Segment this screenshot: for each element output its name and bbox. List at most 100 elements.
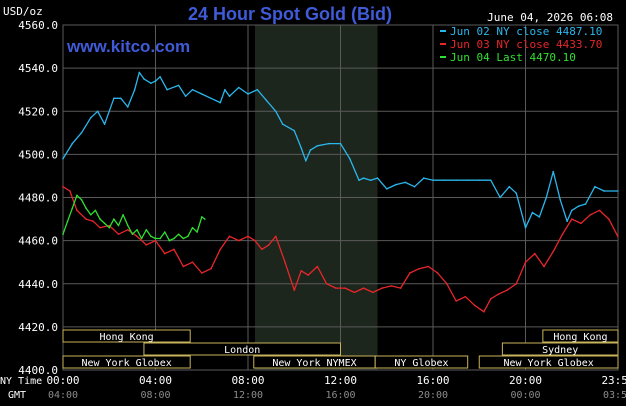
session-label: Hong Kong	[553, 332, 607, 343]
x-tick-label-gmt: 12:00	[233, 390, 263, 401]
series-point	[76, 209, 78, 212]
grid-layer	[62, 24, 619, 371]
legend-swatch-jun04	[440, 56, 446, 58]
series-point	[335, 287, 337, 289]
series-point	[131, 233, 134, 235]
series-point	[191, 261, 194, 263]
series-point	[177, 233, 180, 235]
gmt-axis-label: GMT	[8, 390, 26, 401]
series-point	[62, 185, 64, 188]
session-label: Hong Kong	[100, 332, 154, 343]
series-point	[362, 177, 365, 179]
series-point	[413, 185, 416, 188]
y-tick-label: 4400.0	[18, 364, 58, 377]
series-jun04-line	[62, 194, 206, 242]
series-point	[103, 222, 106, 225]
series-point	[473, 304, 476, 307]
series-point	[200, 272, 203, 274]
series-point	[446, 282, 448, 285]
chart-legend: Jun 02 NY close 4487.10 Jun 03 NY close …	[440, 25, 602, 64]
series-point	[483, 310, 485, 313]
series-point	[265, 99, 268, 102]
series-point	[163, 231, 166, 233]
series-point	[224, 88, 226, 91]
series-point	[237, 239, 240, 242]
x-tick-label-gmt: 00:00	[510, 390, 540, 401]
series-point	[92, 220, 94, 223]
series-point	[182, 237, 185, 240]
series-point	[344, 287, 346, 289]
x-tick-label-ny: 04:00	[139, 374, 172, 387]
series-point	[559, 198, 561, 201]
session-bar	[501, 342, 619, 356]
y-tick-label: 4480.0	[18, 192, 58, 205]
y-tick-label: 4540.0	[18, 62, 58, 75]
series-point	[616, 190, 619, 192]
series-point	[96, 110, 99, 113]
series-point	[126, 229, 129, 231]
series-point	[376, 177, 379, 179]
series-point	[136, 229, 138, 231]
x-tick-label-ny: 00:00	[46, 374, 79, 387]
series-point	[443, 179, 446, 182]
series-point	[228, 235, 231, 238]
series-point	[358, 179, 360, 182]
series-point	[191, 88, 194, 91]
x-tick-label-ny: 16:00	[416, 374, 449, 387]
series-point	[150, 235, 152, 238]
legend-label-jun04: Jun 04 Last 4470.10	[450, 51, 576, 64]
series-point	[552, 250, 555, 253]
x-tick-label-ny: 08:00	[231, 374, 264, 387]
series-point	[99, 218, 101, 220]
series-point	[594, 185, 596, 188]
series-point	[616, 235, 619, 238]
series-point	[305, 160, 307, 162]
legend-swatch-jun02	[440, 30, 446, 32]
series-point	[71, 207, 74, 210]
series-point	[85, 218, 87, 220]
x-tick-label-gmt: 08:00	[140, 390, 170, 401]
series-point	[385, 188, 388, 190]
chart-date: June 04, 2026 06:08	[487, 11, 613, 24]
series-point	[256, 88, 259, 91]
series-point	[496, 293, 499, 296]
series-point	[284, 261, 286, 263]
series-point	[404, 181, 407, 184]
x-axis-tick-labels: 00:00 04:00 04:00 08:00 08:00 12:00 12:00 16:00…	[46, 374, 626, 401]
series-point	[154, 237, 157, 240]
series-point	[589, 213, 592, 216]
series-point	[219, 101, 222, 104]
series-point	[200, 93, 203, 95]
series-point	[515, 192, 518, 194]
series-point	[99, 226, 101, 229]
series-point	[66, 220, 69, 223]
watermark-url: www.kitco.com	[66, 37, 190, 56]
legend-swatch-jun03	[440, 43, 446, 45]
series-point	[580, 222, 582, 225]
series-point	[200, 216, 203, 218]
y-axis-tick-labels: 4400.0 4420.0 4440.0 4460.0 4480.0 4500.0 4520…	[18, 19, 58, 377]
series-point	[328, 142, 330, 145]
series-point	[62, 233, 64, 235]
series-point	[584, 203, 587, 205]
series-point	[117, 233, 120, 235]
series-point	[143, 78, 145, 80]
series-point	[293, 129, 296, 132]
series-point	[108, 226, 111, 229]
series-point	[62, 157, 64, 160]
series-point	[154, 80, 157, 82]
y-tick-label: 4500.0	[18, 148, 58, 161]
series-point	[71, 142, 74, 145]
series-point	[506, 289, 508, 292]
series-point	[508, 185, 511, 188]
series-point	[173, 248, 175, 251]
series-point	[133, 88, 136, 91]
series-point	[455, 179, 457, 182]
series-point	[307, 274, 309, 276]
series-point	[177, 84, 180, 87]
series-point	[210, 97, 212, 100]
series-point	[369, 179, 372, 182]
session-bar	[542, 329, 619, 343]
series-point	[168, 239, 171, 242]
x-tick-label-ny: 12:00	[324, 374, 357, 387]
